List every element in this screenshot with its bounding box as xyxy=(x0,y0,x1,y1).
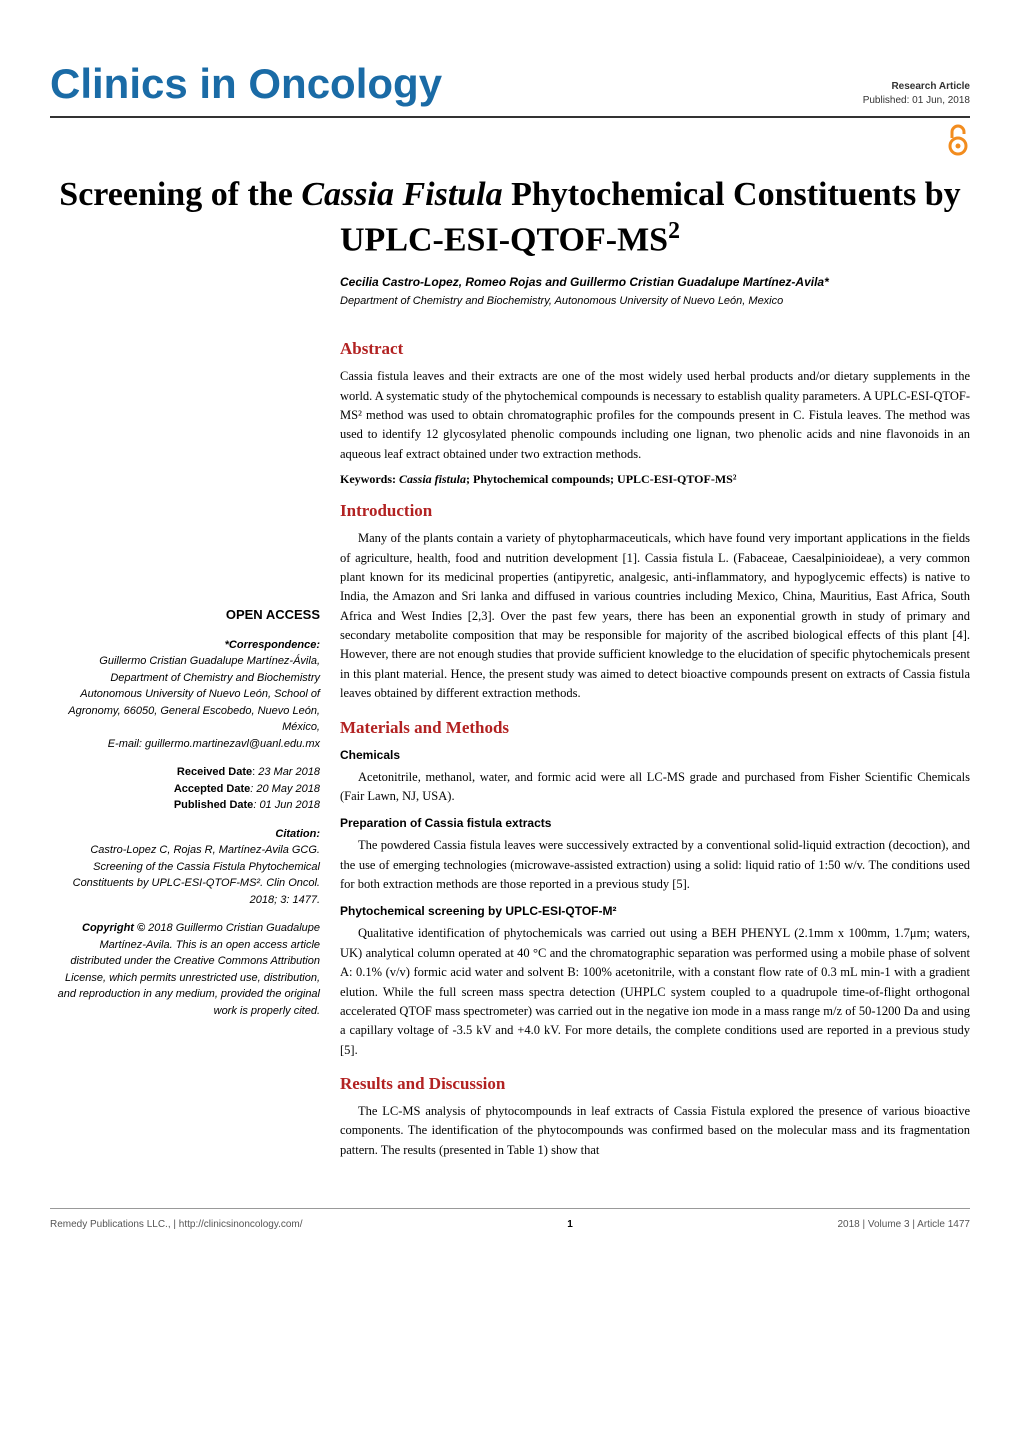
header: Clinics in Oncology Research Article Pub… xyxy=(50,60,970,118)
correspondence-label: *Correspondence: xyxy=(50,637,320,654)
correspondence-text: Guillermo Cristian Guadalupe Martínez-Áv… xyxy=(50,653,320,736)
open-access-icon-row xyxy=(50,124,970,164)
footer-center: 1 xyxy=(567,1219,573,1230)
article-type: Research Article xyxy=(863,80,970,94)
citation-text: Castro-Lopez C, Rojas R, Martínez-Avila … xyxy=(50,842,320,908)
article-title: Screening of the Cassia Fistula Phytoche… xyxy=(50,174,970,261)
header-meta: Research Article Published: 01 Jun, 2018 xyxy=(863,80,970,108)
journal-title: Clinics in Oncology xyxy=(50,60,442,108)
footer-right: 2018 | Volume 3 | Article 1477 xyxy=(837,1219,970,1230)
keywords: Keywords: Cassia fistula; Phytochemical … xyxy=(340,472,970,487)
results-text: The LC-MS analysis of phytocompounds in … xyxy=(340,1102,970,1160)
open-access-icon xyxy=(946,124,970,164)
preparation-text: The powdered Cassia fistula leaves were … xyxy=(340,836,970,894)
received-date: Received Date: 23 Mar 2018 xyxy=(50,764,320,781)
title-sup: 2 xyxy=(668,218,680,244)
abstract-heading: Abstract xyxy=(340,339,970,359)
introduction-text: Many of the plants contain a variety of … xyxy=(340,529,970,703)
preparation-heading: Preparation of Cassia fistula extracts xyxy=(340,816,970,830)
screening-heading: Phytochemical screening by UPLC-ESI-QTOF… xyxy=(340,904,970,918)
footer: Remedy Publications LLC., | http://clini… xyxy=(50,1208,970,1230)
open-access-label: OPEN ACCESS xyxy=(50,605,320,625)
chemicals-heading: Chemicals xyxy=(340,748,970,762)
authors: Cecilia Castro-Lopez, Romeo Rojas and Gu… xyxy=(340,275,970,289)
main-content: Abstract Cassia fistula leaves and their… xyxy=(340,325,970,1168)
abstract-text: Cassia fistula leaves and their extracts… xyxy=(340,367,970,464)
citation-label: Citation: xyxy=(50,826,320,843)
title-italic: Cassia Fistula xyxy=(301,176,502,213)
footer-left: Remedy Publications LLC., | http://clini… xyxy=(50,1219,303,1230)
published-date: Published Date: 01 Jun 2018 xyxy=(50,797,320,814)
copyright-block: Copyright © 2018 Guillermo Cristian Guad… xyxy=(50,920,320,1019)
correspondence-email: E-mail: guillermo.martinezavl@uanl.edu.m… xyxy=(50,736,320,753)
published-line: Published: 01 Jun, 2018 xyxy=(863,94,970,108)
affiliation: Department of Chemistry and Biochemistry… xyxy=(340,295,970,307)
results-heading: Results and Discussion xyxy=(340,1074,970,1094)
screening-text: Qualitative identification of phytochemi… xyxy=(340,924,970,1060)
sidebar: OPEN ACCESS *Correspondence: Guillermo C… xyxy=(50,325,320,1168)
materials-heading: Materials and Methods xyxy=(340,718,970,738)
introduction-heading: Introduction xyxy=(340,501,970,521)
title-pre: Screening of the xyxy=(59,176,301,213)
accepted-date: Accepted Date: 20 May 2018 xyxy=(50,781,320,798)
chemicals-text: Acetonitrile, methanol, water, and formi… xyxy=(340,768,970,807)
